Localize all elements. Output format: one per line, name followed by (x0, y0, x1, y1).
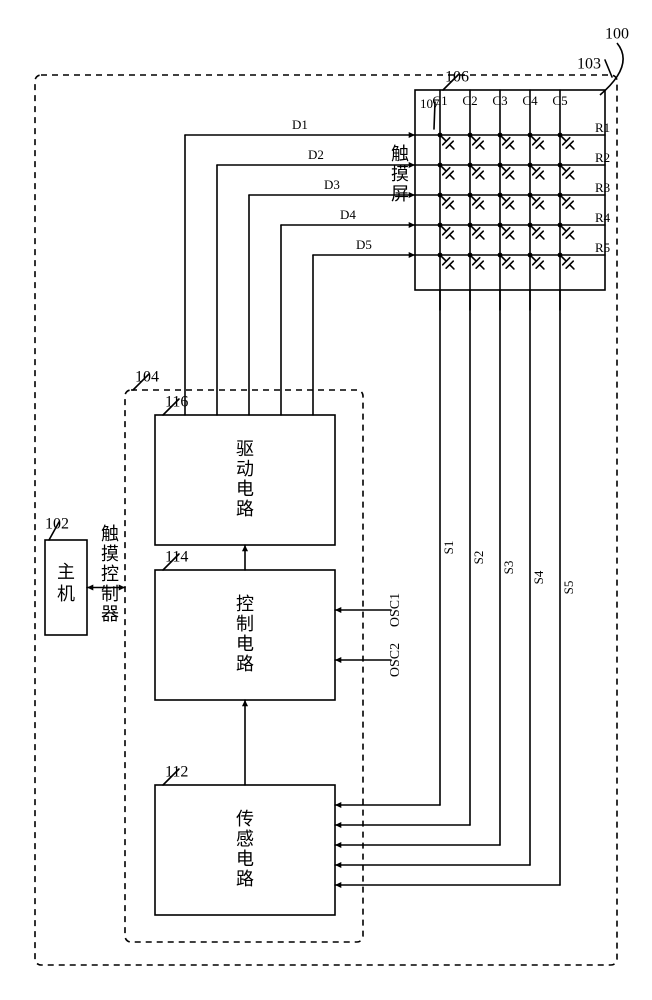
row-label-4: R5 (595, 240, 610, 255)
s-line-0: S1 (441, 541, 456, 555)
row-label-1: R2 (595, 150, 610, 165)
s-line-3: S4 (531, 570, 546, 584)
host-label: 主机 (57, 562, 75, 604)
col-label-4: C5 (552, 93, 567, 108)
d-line-2: D3 (324, 177, 340, 192)
row-label-0: R1 (595, 120, 610, 135)
ref-touchscreen: 106 (445, 69, 469, 86)
osc1-label: OSC1 (388, 593, 403, 627)
ref-sensor-grid: 107 (420, 96, 440, 111)
d-line-1: D2 (308, 147, 324, 162)
osc2-label: OSC2 (388, 643, 403, 677)
sense-label: 传感电路 (236, 809, 254, 889)
col-label-3: C4 (522, 93, 538, 108)
s-line-1: S2 (471, 551, 486, 565)
d-line-4: D5 (356, 237, 372, 252)
drive-label: 驱动电路 (236, 439, 254, 519)
s-line-4: S5 (561, 581, 576, 595)
col-label-1: C2 (462, 93, 477, 108)
ref-system: 100 (605, 26, 629, 43)
row-label-3: R4 (595, 210, 611, 225)
d-line-3: D4 (340, 207, 356, 222)
ref-controller: 104 (135, 369, 159, 386)
d-line-0: D1 (292, 117, 308, 132)
row-label-2: R3 (595, 180, 610, 195)
control-label: 控制电路 (236, 594, 254, 674)
s-line-2: S3 (501, 561, 516, 575)
col-label-2: C3 (492, 93, 507, 108)
controller-label: 触摸控制器 (101, 524, 119, 624)
ref-touch-device: 103 (577, 56, 601, 73)
